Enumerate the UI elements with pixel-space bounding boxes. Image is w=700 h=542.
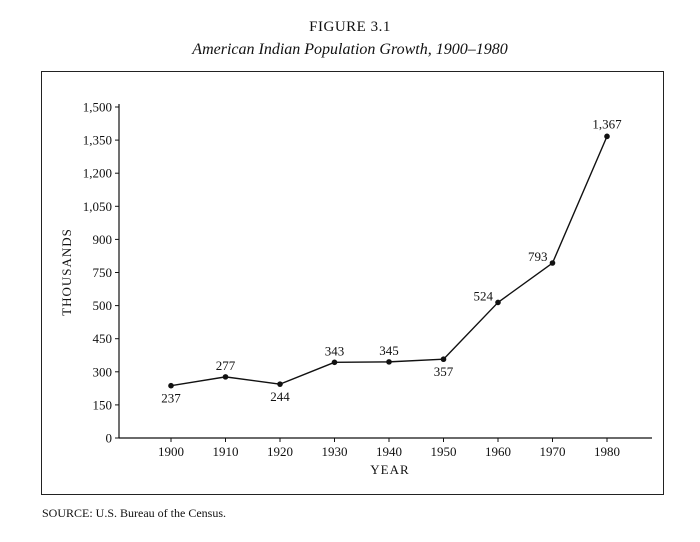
y-tick-label: 900: [93, 232, 113, 247]
data-label: 345: [379, 343, 399, 358]
data-point: [277, 381, 283, 387]
data-point: [331, 359, 338, 366]
figure-number: FIGURE 3.1: [309, 19, 391, 35]
data-label: 524: [474, 288, 494, 303]
x-tick-label: 1940: [376, 444, 402, 459]
data-point: [549, 260, 556, 266]
x-axis-label: YEAR: [370, 462, 409, 477]
x-tick-label: 1970: [540, 444, 566, 459]
data-point: [495, 299, 501, 306]
chart-frame: [41, 71, 664, 495]
data-point: [386, 359, 392, 365]
data-label: 357: [434, 364, 454, 379]
x-tick-label: 1950: [431, 444, 457, 459]
y-tick-label: 450: [93, 331, 113, 346]
y-axis-label: THOUSANDS: [59, 228, 74, 316]
y-tick-label: 1,500: [83, 100, 112, 115]
x-tick-label: 1980: [594, 444, 620, 459]
y-tick-label: 150: [93, 397, 113, 412]
y-tick-label: 1,200: [83, 166, 112, 181]
x-tick-label: 1960: [485, 444, 511, 459]
source-note: SOURCE: U.S. Bureau of the Census.: [42, 506, 226, 520]
x-tick-label: 1900: [158, 444, 184, 459]
data-point: [222, 374, 229, 380]
y-tick-label: 1,050: [83, 199, 112, 214]
figure-title: American Indian Population Growth, 1900–…: [192, 41, 508, 58]
y-axis-ticks: 0 150 300 450 500 750 900 1,050 1,200 1,350 1,500: [83, 100, 119, 446]
x-tick-label: 1930: [322, 444, 348, 459]
y-tick-label: 300: [93, 364, 113, 379]
data-label: 237: [161, 391, 181, 406]
data-point: [604, 133, 610, 140]
data-label: 1,367: [592, 116, 622, 131]
x-tick-label: 1920: [267, 444, 293, 459]
data-point: [168, 382, 174, 389]
data-label: 277: [216, 358, 236, 373]
y-tick-label: 750: [93, 265, 113, 280]
data-points: [168, 133, 610, 389]
data-label: 343: [325, 343, 345, 358]
y-tick-label: 500: [93, 298, 113, 313]
y-tick-label: 1,350: [83, 133, 112, 148]
x-tick-label: 1910: [213, 444, 239, 459]
chart-axes: [118, 104, 652, 439]
y-tick-label: 0: [106, 431, 113, 446]
x-axis-ticks: 1900 1910 1920 1930 1940 1950 1960 1970 1980: [158, 438, 620, 459]
data-label: 244: [270, 389, 290, 404]
data-point: [440, 356, 447, 363]
data-labels: 237 277 244 343 345 357 524 793 1,367: [161, 116, 622, 405]
data-label: 793: [528, 249, 548, 264]
